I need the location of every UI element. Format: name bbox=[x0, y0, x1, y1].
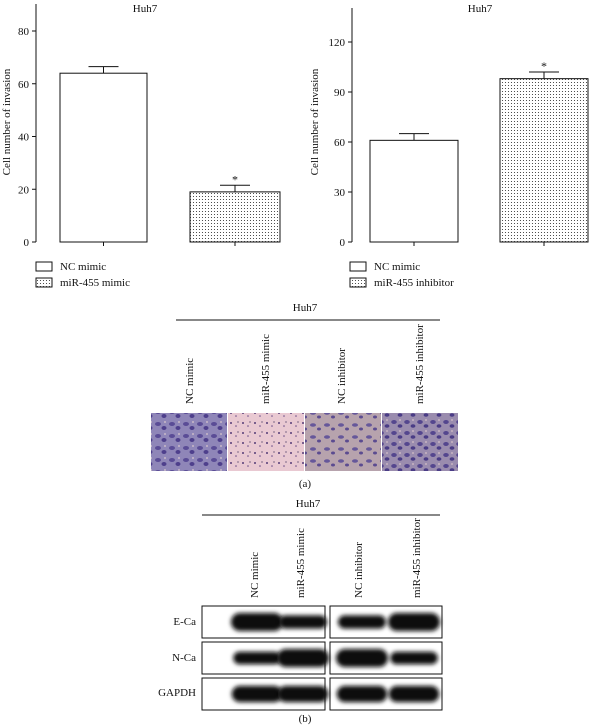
panel-b-lane-3: NC inhibitor bbox=[353, 542, 365, 598]
chart2-ylabel: Cell number of invasion bbox=[309, 68, 321, 175]
blot-band-r0-l3 bbox=[388, 613, 440, 631]
chart1-ytick-label-4: 80 bbox=[18, 26, 30, 38]
micrograph-nc-inhibitor bbox=[305, 413, 381, 471]
panel-a-caption: (a) bbox=[299, 478, 312, 490]
chart-invasion-mimic: Huh7 Cell number of invasion 0 20 40 60 80 * bbox=[1, 3, 281, 249]
chart2-bar-0 bbox=[369, 139, 459, 243]
legend1-label-nc: NC mimic bbox=[60, 261, 106, 273]
legend2-swatch-mir bbox=[349, 277, 367, 288]
micrograph-nc-mimic bbox=[151, 413, 227, 471]
chart1-ytick-label-3: 60 bbox=[18, 79, 30, 91]
chart1-ytick-label-1: 20 bbox=[18, 184, 30, 196]
blot-band-r1-l1 bbox=[277, 649, 329, 667]
panel-b-lane-1: NC mimic bbox=[249, 552, 261, 598]
chart2-ytick-label-0: 0 bbox=[340, 237, 346, 249]
chart1-ytick-label-0: 0 bbox=[24, 237, 30, 249]
panel-a-lane-2: miR-455 mimic bbox=[260, 334, 272, 404]
blot-band-r0-l1 bbox=[279, 615, 327, 629]
panel-b-lane-4: miR-455 inhibitor bbox=[411, 518, 423, 598]
chart2-bar-1 bbox=[499, 78, 589, 243]
chart1-legend: NC mimic miR-455 mimic bbox=[35, 261, 130, 289]
chart2-legend: NC mimic miR-455 inhibitor bbox=[349, 261, 454, 289]
panel-a-lane-4: miR-455 inhibitor bbox=[414, 324, 426, 404]
blot-band-r2-l3 bbox=[388, 685, 440, 703]
blot-band-r1-l3 bbox=[390, 651, 438, 665]
chart2-ytick-label-4: 120 bbox=[329, 37, 346, 49]
micrograph-mir455-inhibitor bbox=[382, 413, 458, 471]
chart2-significance-1: * bbox=[541, 59, 547, 73]
chart2-ytick-label-1: 30 bbox=[334, 187, 346, 199]
blot-band-r2-l2 bbox=[336, 685, 388, 703]
blot-row-label-nca: N-Ca bbox=[172, 652, 196, 664]
panel-a-group-label: Huh7 bbox=[293, 302, 318, 314]
blot-band-r2-l1 bbox=[277, 685, 329, 703]
chart1-significance-1: * bbox=[232, 172, 238, 186]
chart2-ytick-label-2: 60 bbox=[334, 137, 346, 149]
legend2-swatch-nc bbox=[349, 261, 367, 272]
blot-band-r0-l0 bbox=[231, 613, 283, 631]
legend1-swatch-nc bbox=[35, 261, 53, 272]
chart1-title: Huh7 bbox=[133, 3, 158, 15]
blot-band-r1-l2 bbox=[336, 649, 388, 667]
panel-b: Huh7 NC mimic miR-455 mimic NC inhibitor… bbox=[158, 498, 443, 725]
panel-b-lane-2: miR-455 mimic bbox=[295, 528, 307, 598]
blot-band-r0-l2 bbox=[338, 615, 386, 629]
panel-b-caption: (b) bbox=[299, 713, 312, 725]
chart1-ytick-label-2: 40 bbox=[18, 132, 30, 144]
panel-a-lane-1: NC mimic bbox=[184, 358, 196, 404]
blot-band-r2-l0 bbox=[231, 685, 283, 703]
chart2-title: Huh7 bbox=[468, 3, 493, 15]
blot-row-label-gapdh: GAPDH bbox=[158, 687, 196, 699]
chart1-bar-0 bbox=[59, 72, 148, 243]
micrograph-mir455-mimic bbox=[228, 413, 304, 471]
blot-band-r1-l0 bbox=[233, 651, 281, 665]
legend1-label-mir: miR-455 mimic bbox=[60, 277, 130, 289]
panel-a: Huh7 NC mimic miR-455 mimic NC inhibitor… bbox=[151, 302, 458, 490]
panel-a-lane-3: NC inhibitor bbox=[336, 348, 348, 404]
blot-row-label-eca: E-Ca bbox=[173, 616, 196, 628]
legend2-label-mir: miR-455 inhibitor bbox=[374, 277, 454, 289]
chart1-bar-1 bbox=[189, 191, 281, 243]
chart1-ylabel: Cell number of invasion bbox=[1, 68, 13, 175]
legend2-label-nc: NC mimic bbox=[374, 261, 420, 273]
legend1-swatch-mir bbox=[35, 277, 53, 288]
chart2-ytick-label-3: 90 bbox=[334, 87, 346, 99]
panel-b-group-label: Huh7 bbox=[296, 498, 321, 510]
chart-invasion-inhibitor: Huh7 Cell number of invasion 0306090120 … bbox=[309, 3, 589, 249]
